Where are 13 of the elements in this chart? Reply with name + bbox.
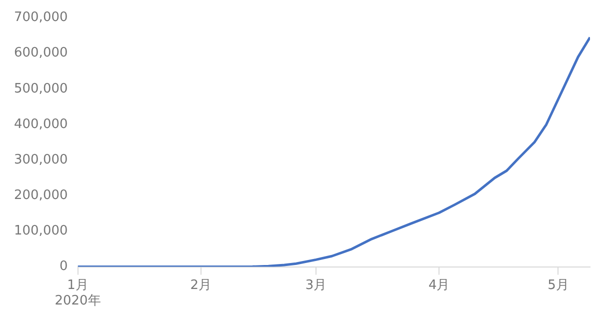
y-tick-label: 400,000 [14, 116, 68, 132]
x-tick-label: 5月 [548, 278, 569, 293]
x-tick-label: 4月 [428, 278, 450, 293]
x-tick-label: 2月 [190, 278, 212, 293]
y-tick-label: 500,000 [14, 81, 68, 96]
y-tick-label: 300,000 [14, 152, 68, 168]
y-tick-label: 700,000 [14, 10, 68, 26]
x-tick-label: 1月 2020年 [54, 278, 101, 309]
y-tick-label: 100,000 [14, 224, 68, 239]
y-tick-label: 600,000 [14, 46, 68, 61]
y-tick-label: 0 [59, 259, 68, 274]
x-tick-label: 3月 [305, 278, 327, 293]
y-tick-label: 200,000 [14, 188, 68, 204]
